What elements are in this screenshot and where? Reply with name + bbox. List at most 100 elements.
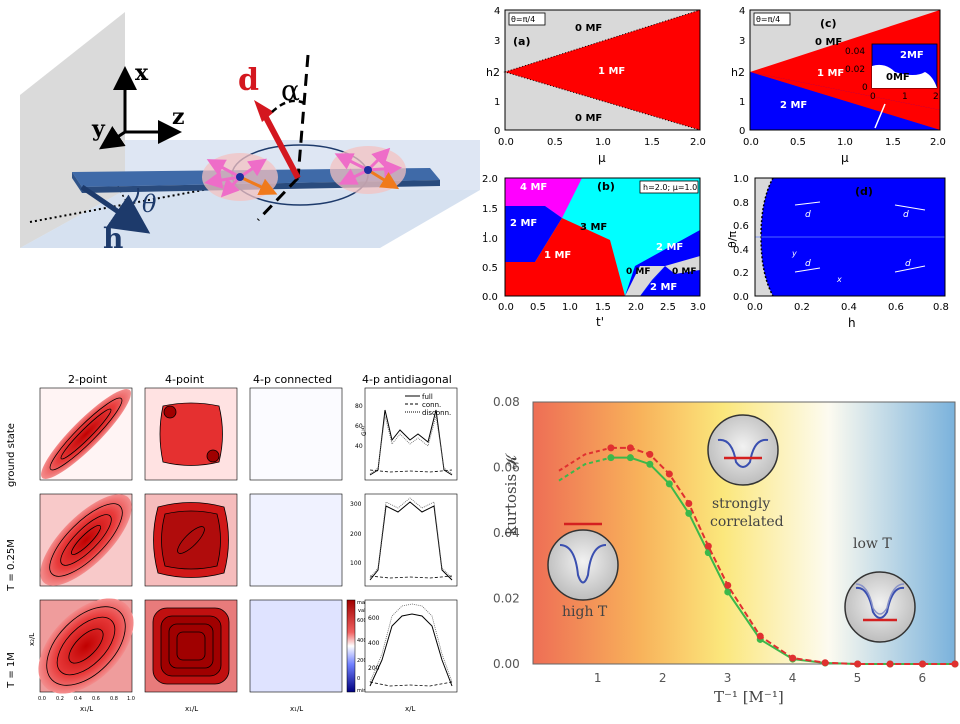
x-tick-label: 5	[854, 671, 862, 685]
data-point	[607, 454, 615, 462]
svg-text:0.04: 0.04	[845, 47, 865, 57]
heatmap-2pt-row1	[39, 387, 133, 481]
axis-label: x₁/L	[290, 705, 303, 713]
antidiag-row1: full conn. disconn. 40 60 80 G⁽⁴⁾	[355, 387, 458, 481]
series-line-extrapolated	[558, 446, 612, 472]
svg-text:100: 100	[350, 560, 362, 567]
svg-text:d: d	[805, 259, 811, 269]
heatmap-2pt-row3	[38, 598, 134, 694]
panel-label: (c)	[820, 17, 837, 30]
svg-text:0.4: 0.4	[733, 245, 749, 256]
data-point	[646, 450, 654, 458]
svg-text:disconn.: disconn.	[422, 409, 451, 417]
y-tick-label: 0.02	[493, 592, 520, 606]
svg-text:4: 4	[494, 6, 500, 17]
panel-c: θ=π/4 (c) 0 MF 1 MF 2 MF 2MF 0MF 0.04 0.…	[725, 0, 960, 170]
panel-label: (b)	[597, 180, 615, 193]
svg-text:2 MF: 2 MF	[656, 242, 683, 253]
svg-text:80: 80	[355, 403, 363, 410]
svg-text:1: 1	[739, 97, 745, 108]
svg-text:200: 200	[357, 658, 367, 664]
angle-theta-label: θ	[142, 190, 157, 218]
svg-text:0.2: 0.2	[56, 696, 64, 702]
svg-text:0.0: 0.0	[733, 292, 749, 303]
axis-label: x₂/L	[28, 633, 36, 646]
svg-text:0.2: 0.2	[733, 268, 749, 279]
x-tick-label: 1	[594, 671, 602, 685]
svg-text:0.4: 0.4	[74, 696, 82, 702]
svg-text:0.0: 0.0	[743, 137, 759, 148]
axis-label: x/L	[405, 705, 416, 713]
strongly-correlated-icon	[707, 414, 779, 486]
col-title: 4-p connected	[253, 373, 332, 386]
x-ticks: 0.0 0.5 1.0 1.5 2.0	[498, 137, 706, 148]
row-label: ground state	[6, 423, 17, 487]
x-axis-label: μ	[598, 151, 606, 165]
svg-text:d: d	[903, 210, 909, 220]
nanowire-schematic: x y z h θ d α	[0, 0, 480, 300]
svg-text:0.5: 0.5	[790, 137, 806, 148]
svg-text:2.0: 2.0	[930, 137, 946, 148]
theta-tag: θ=π/4	[511, 15, 535, 24]
y-ticks: 4 3 1 0	[494, 6, 500, 137]
svg-text:60: 60	[355, 423, 363, 430]
data-point	[756, 632, 764, 640]
kurtosis-chart: 0.00 0.02 0.04 0.06 0.08 1 2 3 4 5 6 kurtosis 𝓚 T…	[480, 380, 960, 720]
svg-text:2 MF: 2 MF	[650, 282, 677, 293]
y-tick-label: 0.08	[493, 395, 520, 409]
svg-text:1: 1	[902, 92, 908, 102]
region-label: 0 MF	[575, 113, 602, 124]
antidiag-row3: 200 400 600	[364, 599, 458, 693]
x-tick-label: 3	[724, 671, 732, 685]
data-point	[704, 542, 712, 550]
panel-label: (a)	[513, 35, 530, 48]
svg-text:y: y	[791, 249, 797, 258]
region-label: 2 MF	[780, 100, 807, 111]
h2-label: h2	[731, 66, 745, 79]
legend: full conn. disconn.	[405, 393, 451, 417]
svg-text:0: 0	[739, 126, 745, 137]
data-point	[724, 588, 732, 596]
data-point	[821, 659, 829, 667]
panel-a: θ=π/4 (a) 0 MF 1 MF 0 MF h2 4 3 1 0 0.0 …	[480, 0, 715, 170]
data-point	[607, 444, 615, 452]
svg-text:d: d	[805, 210, 811, 220]
svg-text:0.6: 0.6	[92, 696, 100, 702]
svg-text:0.5: 0.5	[530, 302, 546, 313]
svg-text:x: x	[836, 275, 842, 284]
x-tick-label: 6	[919, 671, 927, 685]
low-t-icon	[844, 571, 916, 643]
y-tick-label: 0.06	[493, 461, 520, 475]
svg-text:conn.: conn.	[422, 401, 441, 409]
heatmap-conn-row3	[249, 599, 343, 693]
data-point	[789, 654, 797, 662]
svg-text:4: 4	[739, 6, 745, 17]
svg-text:1.5: 1.5	[595, 302, 611, 313]
svg-text:200: 200	[350, 531, 362, 538]
svg-text:400: 400	[368, 640, 380, 647]
svg-text:0.0: 0.0	[38, 696, 46, 702]
svg-text:0: 0	[357, 676, 360, 682]
svg-text:400: 400	[357, 638, 367, 644]
data-point	[919, 660, 927, 668]
high-t-label: high T	[562, 604, 608, 620]
heatmap-conn-row1	[249, 387, 343, 481]
svg-text:d: d	[905, 259, 911, 269]
svg-text:2 MF: 2 MF	[510, 218, 537, 229]
svg-text:0.2: 0.2	[794, 302, 810, 313]
svg-text:0 MF: 0 MF	[672, 267, 697, 277]
params-tag: h=2.0; μ=1.0	[643, 183, 697, 192]
svg-text:full: full	[422, 393, 433, 401]
region-label: 1 MF	[598, 66, 625, 77]
angle-alpha-label: α	[281, 74, 300, 107]
svg-text:0.0: 0.0	[482, 292, 498, 303]
svg-text:1.5: 1.5	[482, 204, 498, 215]
antidiag-row2: 100 200 300	[350, 493, 458, 587]
heatmap-4pt-row3	[144, 599, 238, 693]
x-axis-label: T⁻¹ [M⁻¹]	[714, 688, 784, 706]
svg-text:2: 2	[933, 92, 939, 102]
heatmap-conn-row2	[249, 493, 343, 587]
svg-text:40: 40	[355, 443, 363, 450]
data-point	[665, 480, 673, 488]
svg-text:0 MF: 0 MF	[626, 267, 651, 277]
